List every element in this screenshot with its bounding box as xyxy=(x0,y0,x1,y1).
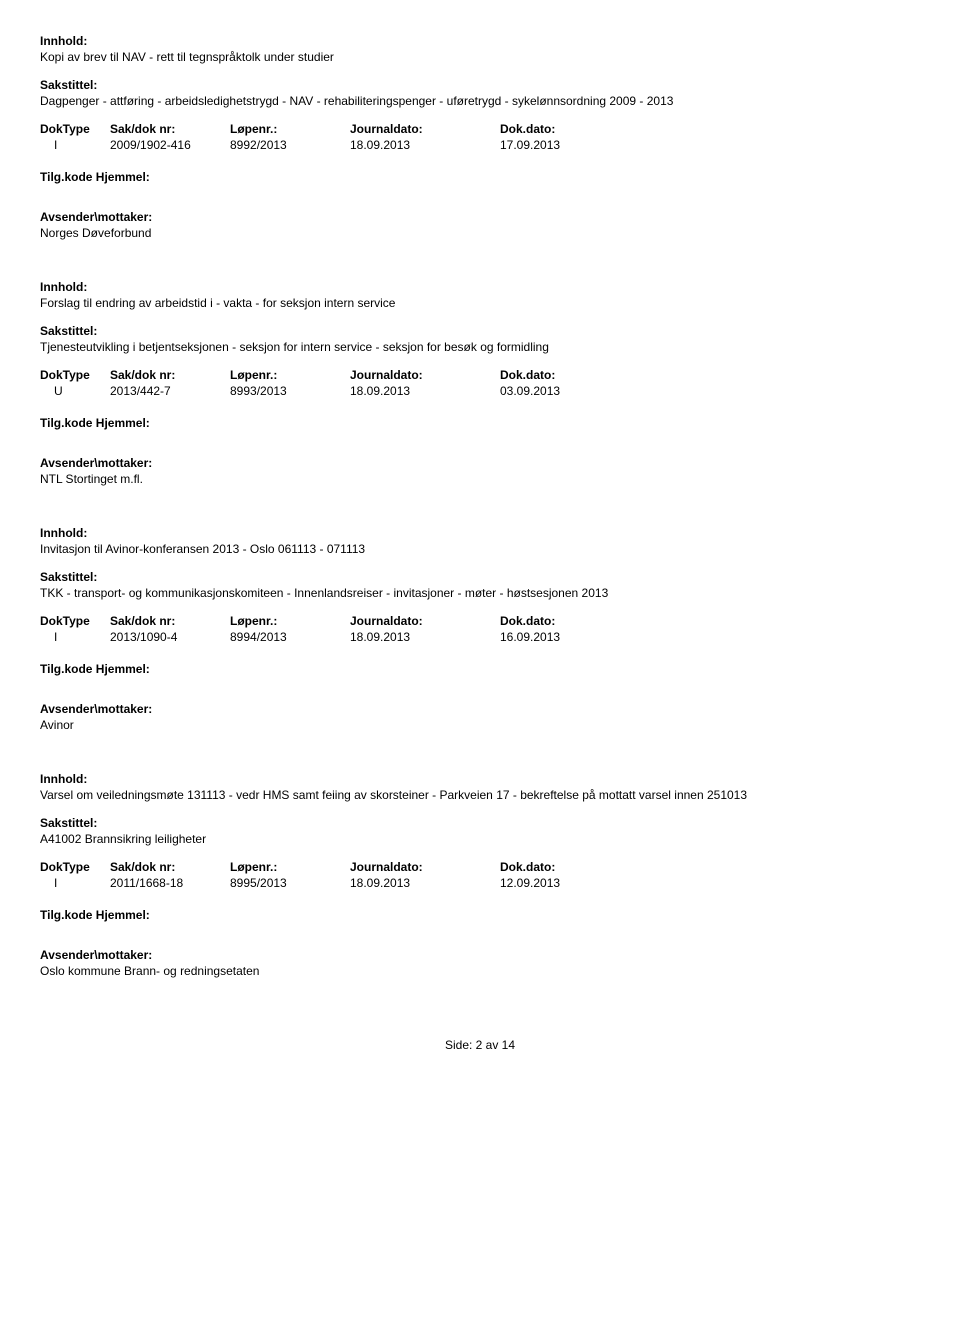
sender-label: Avsender\mottaker: xyxy=(40,456,920,470)
doktype-value: I xyxy=(40,138,110,152)
col-header-ddato: Dok.dato: xyxy=(500,860,650,874)
sakstittel-text: Dagpenger - attføring - arbeidsledighets… xyxy=(40,94,920,108)
sakstittel-text: A41002 Brannsikring leiligheter xyxy=(40,832,920,846)
lopenr-value: 8993/2013 xyxy=(230,384,350,398)
ddato-value: 17.09.2013 xyxy=(500,138,650,152)
col-header-saknr: Sak/dok nr: xyxy=(110,122,230,136)
saknr-value: 2013/442-7 xyxy=(110,384,230,398)
sakstittel-label: Sakstittel: xyxy=(40,816,920,830)
innhold-label: Innhold: xyxy=(40,34,920,48)
col-header-lopenr: Løpenr.: xyxy=(230,614,350,628)
col-header-lopenr: Løpenr.: xyxy=(230,368,350,382)
sakstittel-label: Sakstittel: xyxy=(40,324,920,338)
row-data: I2013/1090-48994/201318.09.201316.09.201… xyxy=(40,630,920,644)
journal-record: Innhold: Kopi av brev til NAV - rett til … xyxy=(40,34,920,240)
tilgkode-label: Tilg.kode Hjemmel: xyxy=(40,416,920,430)
col-header-jdato: Journaldato: xyxy=(350,368,500,382)
innhold-label: Innhold: xyxy=(40,772,920,786)
lopenr-value: 8994/2013 xyxy=(230,630,350,644)
ddato-value: 12.09.2013 xyxy=(500,876,650,890)
row-header: DokTypeSak/dok nr:Løpenr.:Journaldato:Do… xyxy=(40,614,920,628)
col-header-saknr: Sak/dok nr: xyxy=(110,368,230,382)
col-header-ddato: Dok.dato: xyxy=(500,614,650,628)
jdato-value: 18.09.2013 xyxy=(350,630,500,644)
journal-record: Innhold: Forslag til endring av arbeidsti… xyxy=(40,280,920,486)
doktype-value: I xyxy=(40,876,110,890)
row-header: DokTypeSak/dok nr:Løpenr.:Journaldato:Do… xyxy=(40,860,920,874)
ddato-value: 03.09.2013 xyxy=(500,384,650,398)
innhold-text: Invitasjon til Avinor-konferansen 2013 -… xyxy=(40,542,920,556)
tilgkode-label: Tilg.kode Hjemmel: xyxy=(40,908,920,922)
ddato-value: 16.09.2013 xyxy=(500,630,650,644)
row-header: DokTypeSak/dok nr:Løpenr.:Journaldato:Do… xyxy=(40,122,920,136)
col-header-doktype: DokType xyxy=(40,614,110,628)
innhold-text: Kopi av brev til NAV - rett til tegnsprå… xyxy=(40,50,920,64)
saknr-value: 2011/1668-18 xyxy=(110,876,230,890)
sender-name: Avinor xyxy=(40,718,920,732)
doktype-value: U xyxy=(40,384,110,398)
sakstittel-label: Sakstittel: xyxy=(40,570,920,584)
tilgkode-label: Tilg.kode Hjemmel: xyxy=(40,662,920,676)
col-header-lopenr: Løpenr.: xyxy=(230,860,350,874)
row-data: I2011/1668-188995/201318.09.201312.09.20… xyxy=(40,876,920,890)
col-header-jdato: Journaldato: xyxy=(350,860,500,874)
col-header-lopenr: Løpenr.: xyxy=(230,122,350,136)
col-header-doktype: DokType xyxy=(40,122,110,136)
sender-name: NTL Stortinget m.fl. xyxy=(40,472,920,486)
innhold-text: Varsel om veiledningsmøte 131113 - vedr … xyxy=(40,788,920,802)
tilgkode-label: Tilg.kode Hjemmel: xyxy=(40,170,920,184)
innhold-label: Innhold: xyxy=(40,280,920,294)
lopenr-value: 8992/2013 xyxy=(230,138,350,152)
innhold-label: Innhold: xyxy=(40,526,920,540)
jdato-value: 18.09.2013 xyxy=(350,384,500,398)
row-data: U2013/442-78993/201318.09.201303.09.2013 xyxy=(40,384,920,398)
col-header-jdato: Journaldato: xyxy=(350,614,500,628)
saknr-value: 2013/1090-4 xyxy=(110,630,230,644)
col-header-doktype: DokType xyxy=(40,860,110,874)
journal-record: Innhold: Varsel om veiledningsmøte 131113… xyxy=(40,772,920,978)
saknr-value: 2009/1902-416 xyxy=(110,138,230,152)
col-header-jdato: Journaldato: xyxy=(350,122,500,136)
sakstittel-text: Tjenesteutvikling i betjentseksjonen - s… xyxy=(40,340,920,354)
innhold-text: Forslag til endring av arbeidstid i - va… xyxy=(40,296,920,310)
sender-name: Norges Døveforbund xyxy=(40,226,920,240)
journal-record: Innhold: Invitasjon til Avinor-konferanse… xyxy=(40,526,920,732)
jdato-value: 18.09.2013 xyxy=(350,138,500,152)
col-header-ddato: Dok.dato: xyxy=(500,368,650,382)
row-header: DokTypeSak/dok nr:Løpenr.:Journaldato:Do… xyxy=(40,368,920,382)
sakstittel-text: TKK - transport- og kommunikasjonskomite… xyxy=(40,586,920,600)
sender-name: Oslo kommune Brann- og redningsetaten xyxy=(40,964,920,978)
sender-label: Avsender\mottaker: xyxy=(40,702,920,716)
page-footer: Side: 2 av 14 xyxy=(40,1038,920,1052)
row-data: I2009/1902-4168992/201318.09.201317.09.2… xyxy=(40,138,920,152)
col-header-saknr: Sak/dok nr: xyxy=(110,614,230,628)
col-header-doktype: DokType xyxy=(40,368,110,382)
col-header-ddato: Dok.dato: xyxy=(500,122,650,136)
col-header-saknr: Sak/dok nr: xyxy=(110,860,230,874)
sakstittel-label: Sakstittel: xyxy=(40,78,920,92)
lopenr-value: 8995/2013 xyxy=(230,876,350,890)
sender-label: Avsender\mottaker: xyxy=(40,948,920,962)
doktype-value: I xyxy=(40,630,110,644)
jdato-value: 18.09.2013 xyxy=(350,876,500,890)
sender-label: Avsender\mottaker: xyxy=(40,210,920,224)
